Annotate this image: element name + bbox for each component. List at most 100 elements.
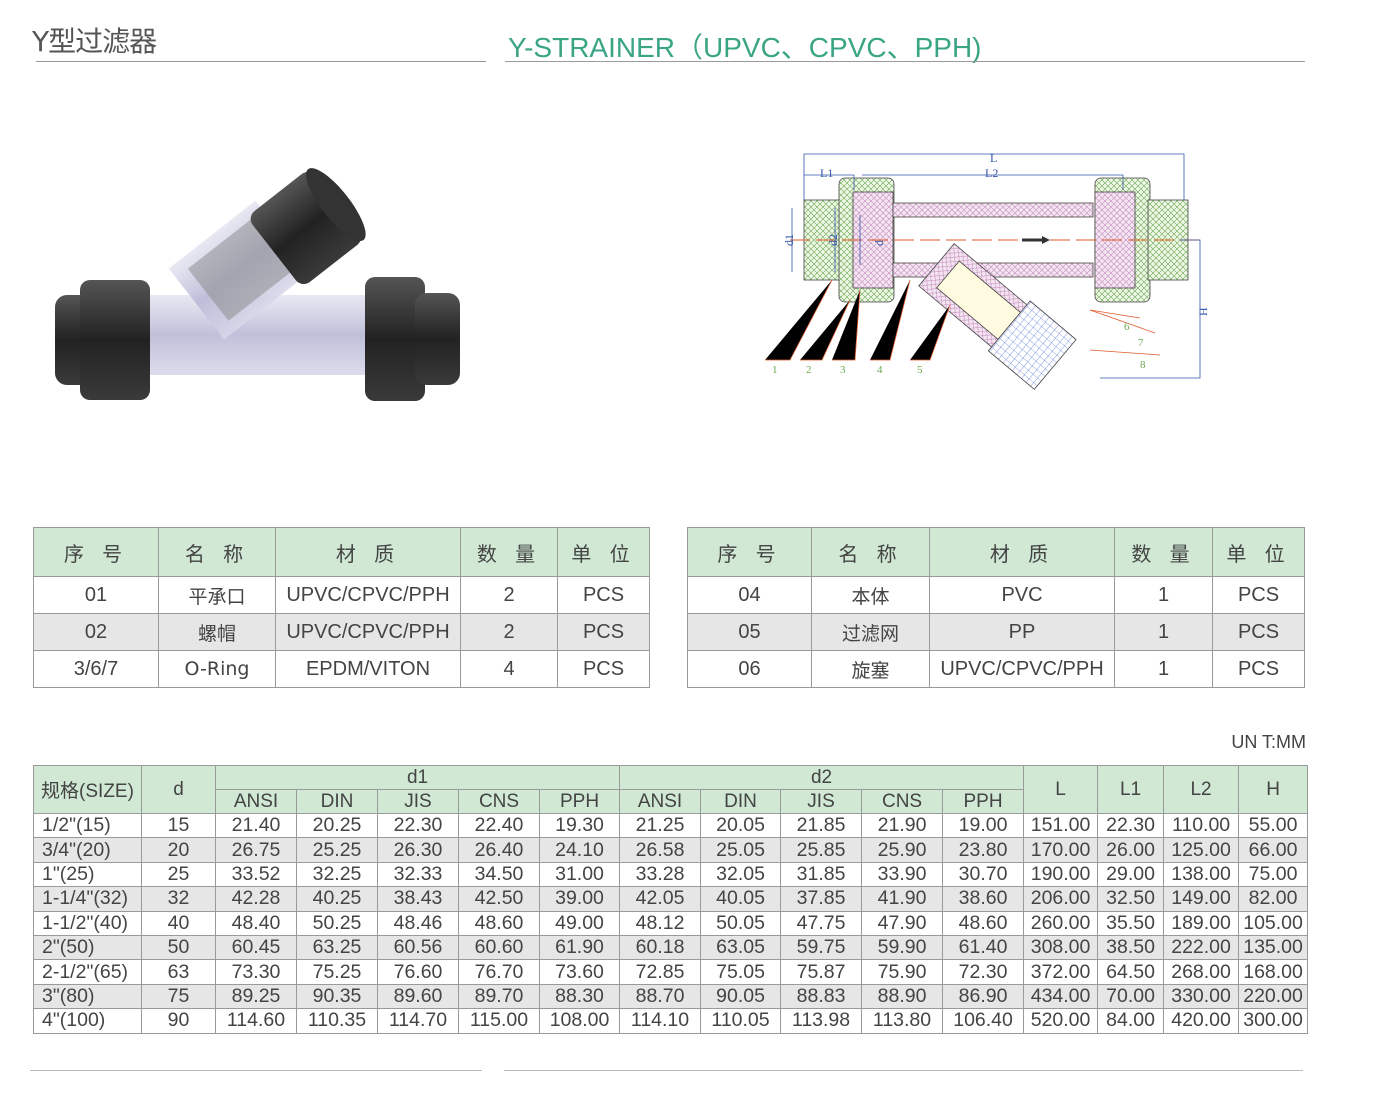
parts-cell: UPVC/CPVC/PPH — [929, 650, 1115, 688]
spec-cell: 268.00 — [1163, 959, 1240, 985]
parts-header-cell: 单 位 — [1212, 527, 1305, 577]
spec-cell: 26.40 — [458, 837, 540, 863]
spec-cell: 88.90 — [861, 983, 944, 1010]
parts-header-cell: 序 号 — [33, 527, 159, 577]
header-standard-jis: JIS — [780, 789, 863, 814]
spec-cell: 63.05 — [700, 934, 782, 961]
spec-cell: 48.12 — [619, 910, 702, 936]
spec-row: 1-1/2"(40) 40 48.40 50.25 48.46 48.60 49.00 48.… — [33, 910, 1309, 936]
parts-header-cell: 数 量 — [1114, 527, 1213, 577]
spec-cell: 149.00 — [1163, 886, 1240, 912]
spec-cell: 38.50 — [1097, 934, 1165, 961]
spec-cell: 1-1/2"(40) — [33, 910, 142, 936]
parts-cell: 1 — [1114, 576, 1213, 614]
parts-header-cell: 材 质 — [275, 527, 461, 577]
spec-cell: 72.30 — [942, 959, 1025, 985]
spec-cell: 114.60 — [215, 1008, 297, 1034]
dimension-spec-table: 规格(SIZE) d d1 d2 L L1 L2 H ANSI DIN JIS CNS… — [33, 765, 1309, 1034]
spec-cell: 15 — [141, 812, 216, 839]
parts-cell: PCS — [557, 576, 650, 614]
parts-row: 01 平承口 UPVC/CPVC/PPH 2 PCS — [33, 576, 650, 614]
spec-row: 1"(25) 25 33.52 32.25 32.33 34.50 31.00 33.28 32… — [33, 861, 1309, 888]
spec-cell: 75.00 — [1238, 861, 1309, 888]
spec-cell: 75.87 — [780, 959, 863, 985]
spec-cell: 29.00 — [1097, 861, 1165, 888]
spec-cell: 40 — [141, 910, 216, 936]
spec-cell: 48.60 — [458, 910, 540, 936]
page-title-chinese: Y型过滤器 — [32, 25, 157, 58]
left-union-nut — [80, 280, 150, 400]
spec-cell: 60.45 — [215, 934, 297, 961]
part-number-6: 6 — [1124, 321, 1130, 333]
spec-cell: 23.80 — [942, 837, 1025, 863]
spec-cell: 86.90 — [942, 983, 1025, 1010]
parts-header-row: 序 号名 称材 质数 量单 位 — [687, 527, 1305, 577]
dim-label-L2: L2 — [985, 166, 998, 180]
spec-cell: 21.85 — [780, 812, 863, 839]
spec-cell: 30.70 — [942, 861, 1025, 888]
dim-label-H: H — [1196, 307, 1210, 316]
header-L2: L2 — [1163, 765, 1240, 814]
parts-cell: 02 — [33, 613, 159, 651]
spec-cell: 113.80 — [861, 1008, 944, 1034]
spec-cell: 3"(80) — [33, 983, 142, 1010]
page-title-english: Y-STRAINER（UPVC、CPVC、PPH) — [508, 32, 982, 63]
parts-row: 02 螺帽 UPVC/CPVC/PPH 2 PCS — [33, 613, 650, 651]
spec-cell: 66.00 — [1238, 837, 1309, 863]
spec-cell: 135.00 — [1238, 934, 1309, 961]
spec-cell: 88.83 — [780, 983, 863, 1010]
spec-cell: 33.52 — [215, 861, 297, 888]
parts-header-cell: 数 量 — [460, 527, 558, 577]
part-number-3: 3 — [840, 364, 846, 376]
spec-row: 3"(80) 75 89.25 90.35 89.60 89.70 88.30 88.70 90… — [33, 983, 1309, 1010]
spec-cell: 42.50 — [458, 886, 540, 912]
spec-cell: 2-1/2"(65) — [33, 959, 142, 985]
part-number-7: 7 — [1138, 337, 1144, 349]
parts-cell: PCS — [1212, 576, 1305, 614]
spec-row: 1/2"(15) 15 21.40 20.25 22.30 22.40 19.30 21.25… — [33, 812, 1309, 839]
spec-cell: 55.00 — [1238, 812, 1309, 839]
cross-section-diagram: L L1 L2 d1 d2 d H 1 2 3 4 5 6 7 8 — [765, 151, 1210, 390]
header-standard-ansi: ANSI — [619, 789, 702, 814]
parts-cell: 2 — [460, 613, 558, 651]
spec-cell: 206.00 — [1023, 886, 1099, 912]
spec-cell: 2"(50) — [33, 934, 142, 961]
spec-cell: 40.05 — [700, 886, 782, 912]
spec-cell: 73.60 — [538, 959, 621, 985]
parts-cell: 平承口 — [158, 576, 276, 614]
spec-cell: 1/2"(15) — [33, 812, 142, 839]
parts-cell: PCS — [557, 613, 650, 651]
spec-cell: 59.75 — [780, 934, 863, 961]
spec-cell: 47.90 — [861, 910, 944, 936]
spec-cell: 105.00 — [1238, 910, 1309, 936]
spec-cell: 48.60 — [942, 910, 1025, 936]
spec-cell: 32.33 — [377, 861, 459, 888]
parts-header-cell: 单 位 — [557, 527, 650, 577]
header-L: L — [1023, 765, 1099, 814]
spec-cell: 22.40 — [458, 812, 540, 839]
spec-cell: 32.50 — [1097, 886, 1165, 912]
spec-cell: 372.00 — [1023, 959, 1099, 985]
spec-cell: 189.00 — [1163, 910, 1240, 936]
spec-cell: 26.75 — [215, 837, 297, 863]
spec-cell: 114.70 — [377, 1008, 459, 1034]
spec-cell: 72.85 — [619, 959, 702, 985]
parts-cell: 01 — [33, 576, 159, 614]
parts-cell: 过滤网 — [811, 613, 930, 651]
spec-cell: 48.40 — [215, 910, 297, 936]
part-number-2: 2 — [806, 364, 812, 376]
part-number-5: 5 — [917, 364, 923, 376]
spec-cell: 21.25 — [619, 812, 702, 839]
dim-label-d: d — [872, 240, 886, 246]
parts-cell: PCS — [557, 650, 650, 688]
spec-cell: 110.05 — [700, 1008, 782, 1034]
spec-cell: 75.05 — [700, 959, 782, 985]
parts-cell: O-Ring — [158, 650, 276, 688]
parts-cell: PVC — [929, 576, 1115, 614]
title-underline-right — [505, 61, 1305, 62]
parts-row: 05 过滤网 PP 1 PCS — [687, 613, 1305, 651]
footer-line-left — [30, 1070, 482, 1071]
spec-cell: 64.50 — [1097, 959, 1165, 985]
spec-cell: 21.40 — [215, 812, 297, 839]
spec-cell: 330.00 — [1163, 983, 1240, 1010]
